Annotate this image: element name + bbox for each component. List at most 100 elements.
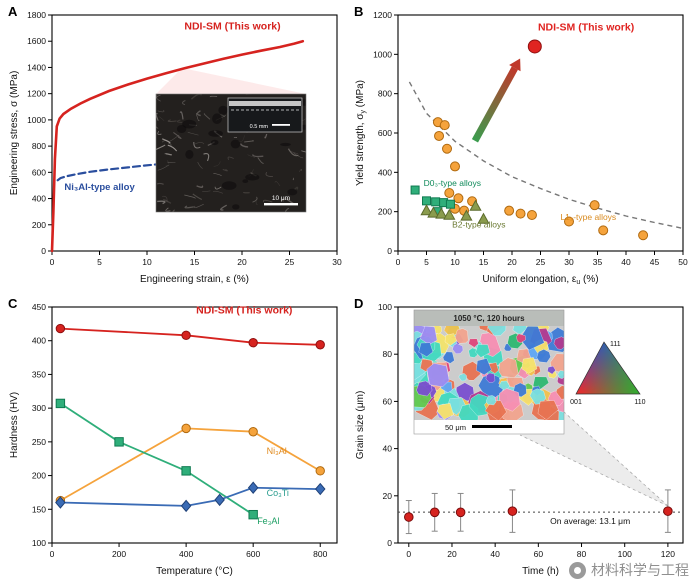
svg-text:15: 15 bbox=[190, 257, 200, 267]
axes: 0 5 10 15 20 25 30 0 200 400 600 800 1000 1200 1400 160… bbox=[9, 10, 342, 285]
ebsd-inset: 1050 °C, 120 hours 50 μm bbox=[413, 309, 565, 435]
svg-text:40: 40 bbox=[383, 444, 393, 454]
svg-text:NDI-SM (This work): NDI-SM (This work) bbox=[538, 22, 634, 34]
svg-text:200: 200 bbox=[112, 549, 126, 559]
svg-text:Yield strength, σy (MPa): Yield strength, σy (MPa) bbox=[355, 80, 367, 186]
svg-text:600: 600 bbox=[32, 167, 46, 177]
svg-text:40: 40 bbox=[490, 549, 500, 559]
series-co-ti bbox=[55, 481, 326, 513]
svg-text:110: 110 bbox=[634, 399, 645, 406]
axes: 0 200 400 600 800 100 150 200 250 300 350 400 450 Tem… bbox=[9, 302, 338, 577]
svg-text:20: 20 bbox=[447, 549, 457, 559]
svg-text:450: 450 bbox=[32, 302, 46, 312]
svg-text:120: 120 bbox=[661, 549, 675, 559]
svg-text:Engineering stress, σ (MPa): Engineering stress, σ (MPa) bbox=[9, 71, 20, 196]
svg-text:1200: 1200 bbox=[27, 89, 46, 99]
svg-text:1200: 1200 bbox=[373, 10, 392, 20]
svg-text:60: 60 bbox=[383, 396, 393, 406]
svg-text:30: 30 bbox=[564, 257, 574, 267]
panel-c: C 0 200 400 600 800 100 150 200 250 300 350 400 450 T… bbox=[6, 294, 346, 580]
svg-text:10 μm: 10 μm bbox=[272, 195, 290, 202]
panel-label-c: C bbox=[8, 296, 18, 311]
svg-text:100: 100 bbox=[618, 549, 632, 559]
svg-text:5: 5 bbox=[97, 257, 102, 267]
svg-text:60: 60 bbox=[534, 549, 544, 559]
svg-text:1000: 1000 bbox=[373, 49, 392, 59]
panel-b-chart: 0 5 10 15 20 25 30 35 40 45 50 0 200 400 600 800 1000 120… bbox=[355, 10, 688, 286]
svg-text:350: 350 bbox=[32, 369, 46, 379]
svg-text:25: 25 bbox=[536, 257, 546, 267]
svg-text:400: 400 bbox=[378, 167, 392, 177]
series-d0-type-alloys bbox=[410, 185, 455, 217]
svg-text:200: 200 bbox=[32, 471, 46, 481]
grain-size-series bbox=[403, 489, 673, 535]
panel-label-d: D bbox=[354, 296, 364, 311]
svg-text:111: 111 bbox=[610, 341, 621, 348]
watermark: 材料科学与工程 bbox=[569, 560, 689, 580]
svg-text:Grain size (μm): Grain size (μm) bbox=[355, 391, 366, 460]
svg-text:800: 800 bbox=[313, 549, 327, 559]
panel-b: B 0 5 10 15 20 25 30 35 40 45 50 0 200 400 600 800 1000 1… bbox=[352, 2, 692, 288]
svg-text:400: 400 bbox=[32, 336, 46, 346]
watermark-text: 材料科学与工程 bbox=[591, 562, 689, 578]
panel-label-b: B bbox=[354, 4, 364, 19]
svg-text:40: 40 bbox=[621, 257, 631, 267]
svg-text:0: 0 bbox=[396, 257, 401, 267]
svg-text:30: 30 bbox=[332, 257, 342, 267]
svg-text:1600: 1600 bbox=[27, 36, 46, 46]
ipf-color-key: 111 001 110 bbox=[570, 341, 646, 406]
svg-text:L1₂-type alloys: L1₂-type alloys bbox=[560, 212, 616, 222]
svg-text:200: 200 bbox=[32, 220, 46, 230]
svg-text:10: 10 bbox=[142, 257, 152, 267]
svg-text:100: 100 bbox=[32, 538, 46, 548]
svg-text:5: 5 bbox=[424, 257, 429, 267]
svg-text:0: 0 bbox=[50, 257, 55, 267]
svg-text:100: 100 bbox=[378, 302, 392, 312]
svg-text:0: 0 bbox=[50, 549, 55, 559]
svg-text:45: 45 bbox=[650, 257, 660, 267]
series-fe-al bbox=[55, 398, 258, 520]
panel-c-chart: 0 200 400 600 800 100 150 200 250 300 350 400 450 Tem… bbox=[9, 302, 338, 577]
svg-text:25: 25 bbox=[285, 257, 295, 267]
svg-text:NDI-SM (This work): NDI-SM (This work) bbox=[196, 305, 292, 317]
svg-text:80: 80 bbox=[577, 549, 587, 559]
series-b2-type-alloys bbox=[420, 199, 490, 224]
svg-text:B2-type alloys: B2-type alloys bbox=[452, 219, 505, 229]
svg-text:1000: 1000 bbox=[27, 115, 46, 125]
svg-text:0: 0 bbox=[387, 246, 392, 256]
svg-text:600: 600 bbox=[378, 128, 392, 138]
svg-text:Temperature (°C): Temperature (°C) bbox=[156, 566, 233, 577]
svg-text:600: 600 bbox=[246, 549, 260, 559]
svg-text:35: 35 bbox=[593, 257, 603, 267]
svg-text:150: 150 bbox=[32, 504, 46, 514]
series-ndi-sm-this-work- bbox=[50, 39, 305, 253]
panel-a-chart: 0 5 10 15 20 25 30 0 200 400 600 800 1000 1200 1400 160… bbox=[9, 10, 342, 285]
svg-text:Ni₃Al-type alloy: Ni₃Al-type alloy bbox=[64, 182, 135, 193]
svg-text:Hardness (HV): Hardness (HV) bbox=[9, 392, 20, 458]
svg-text:On average: 13.1 μm: On average: 13.1 μm bbox=[550, 516, 630, 526]
svg-text:400: 400 bbox=[179, 549, 193, 559]
svg-text:20: 20 bbox=[507, 257, 517, 267]
svg-text:20: 20 bbox=[383, 491, 393, 501]
svg-text:Uniform elongation, εu (%): Uniform elongation, εu (%) bbox=[482, 274, 598, 286]
svg-text:Co₃Ti: Co₃Ti bbox=[267, 488, 289, 498]
svg-text:250: 250 bbox=[32, 437, 46, 447]
sem-fracture-inset: 10 μm 0.5 mm bbox=[155, 93, 307, 213]
axes: 0 20 40 60 80 100 120 0 20 40 60 80 100 Time (h) Grain… bbox=[355, 302, 684, 577]
svg-text:D0₃-type alloys: D0₃-type alloys bbox=[424, 178, 481, 188]
svg-text:200: 200 bbox=[378, 207, 392, 217]
svg-text:50: 50 bbox=[678, 257, 688, 267]
svg-text:NDI-SM (This work): NDI-SM (This work) bbox=[184, 20, 280, 32]
watermark-logo-icon bbox=[569, 561, 586, 579]
series-ndi-sm-this-work- bbox=[527, 39, 542, 54]
svg-text:001: 001 bbox=[570, 399, 582, 406]
svg-text:0: 0 bbox=[41, 246, 46, 256]
envelope-curve bbox=[408, 81, 684, 230]
svg-text:0: 0 bbox=[387, 538, 392, 548]
svg-text:0.5 mm: 0.5 mm bbox=[250, 124, 269, 130]
panel-label-a: A bbox=[8, 4, 18, 19]
svg-text:1800: 1800 bbox=[27, 10, 46, 20]
series-ndi-sm-this-work- bbox=[55, 323, 325, 350]
svg-text:0: 0 bbox=[406, 549, 411, 559]
